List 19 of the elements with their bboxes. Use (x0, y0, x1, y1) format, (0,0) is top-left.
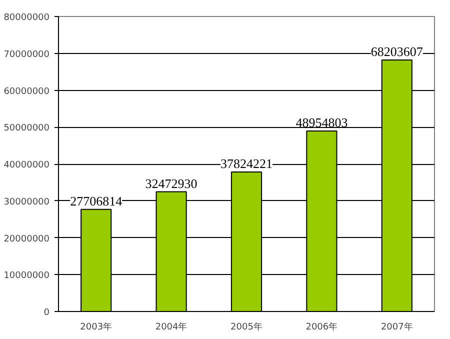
data-label: 37824221 (220, 156, 272, 172)
x-tick-label: 2003年 (80, 322, 112, 332)
y-tick-label: 0 (44, 308, 50, 318)
data-label: 27706814 (70, 193, 123, 208)
x-tick-label: 2006年 (306, 322, 338, 332)
y-tick-label: 50000000 (4, 124, 50, 134)
y-tick-label: 60000000 (4, 86, 50, 97)
x-tick-label: 2004年 (155, 322, 188, 332)
x-tick-label: 2007年 (380, 322, 413, 332)
y-tick-label: 10000000 (4, 271, 50, 282)
y-tick-label: 30000000 (4, 197, 50, 208)
y-tick-label: 80000000 (4, 13, 50, 23)
x-tick-label: 2005年 (230, 322, 262, 332)
y-tick-label: 70000000 (4, 50, 50, 60)
data-label: 32472930 (145, 176, 198, 191)
y-tick-label: 20000000 (4, 234, 50, 244)
y-tick-label: 40000000 (4, 160, 50, 170)
data-label: 68203607 (370, 44, 424, 59)
data-label: 48954803 (296, 114, 348, 130)
